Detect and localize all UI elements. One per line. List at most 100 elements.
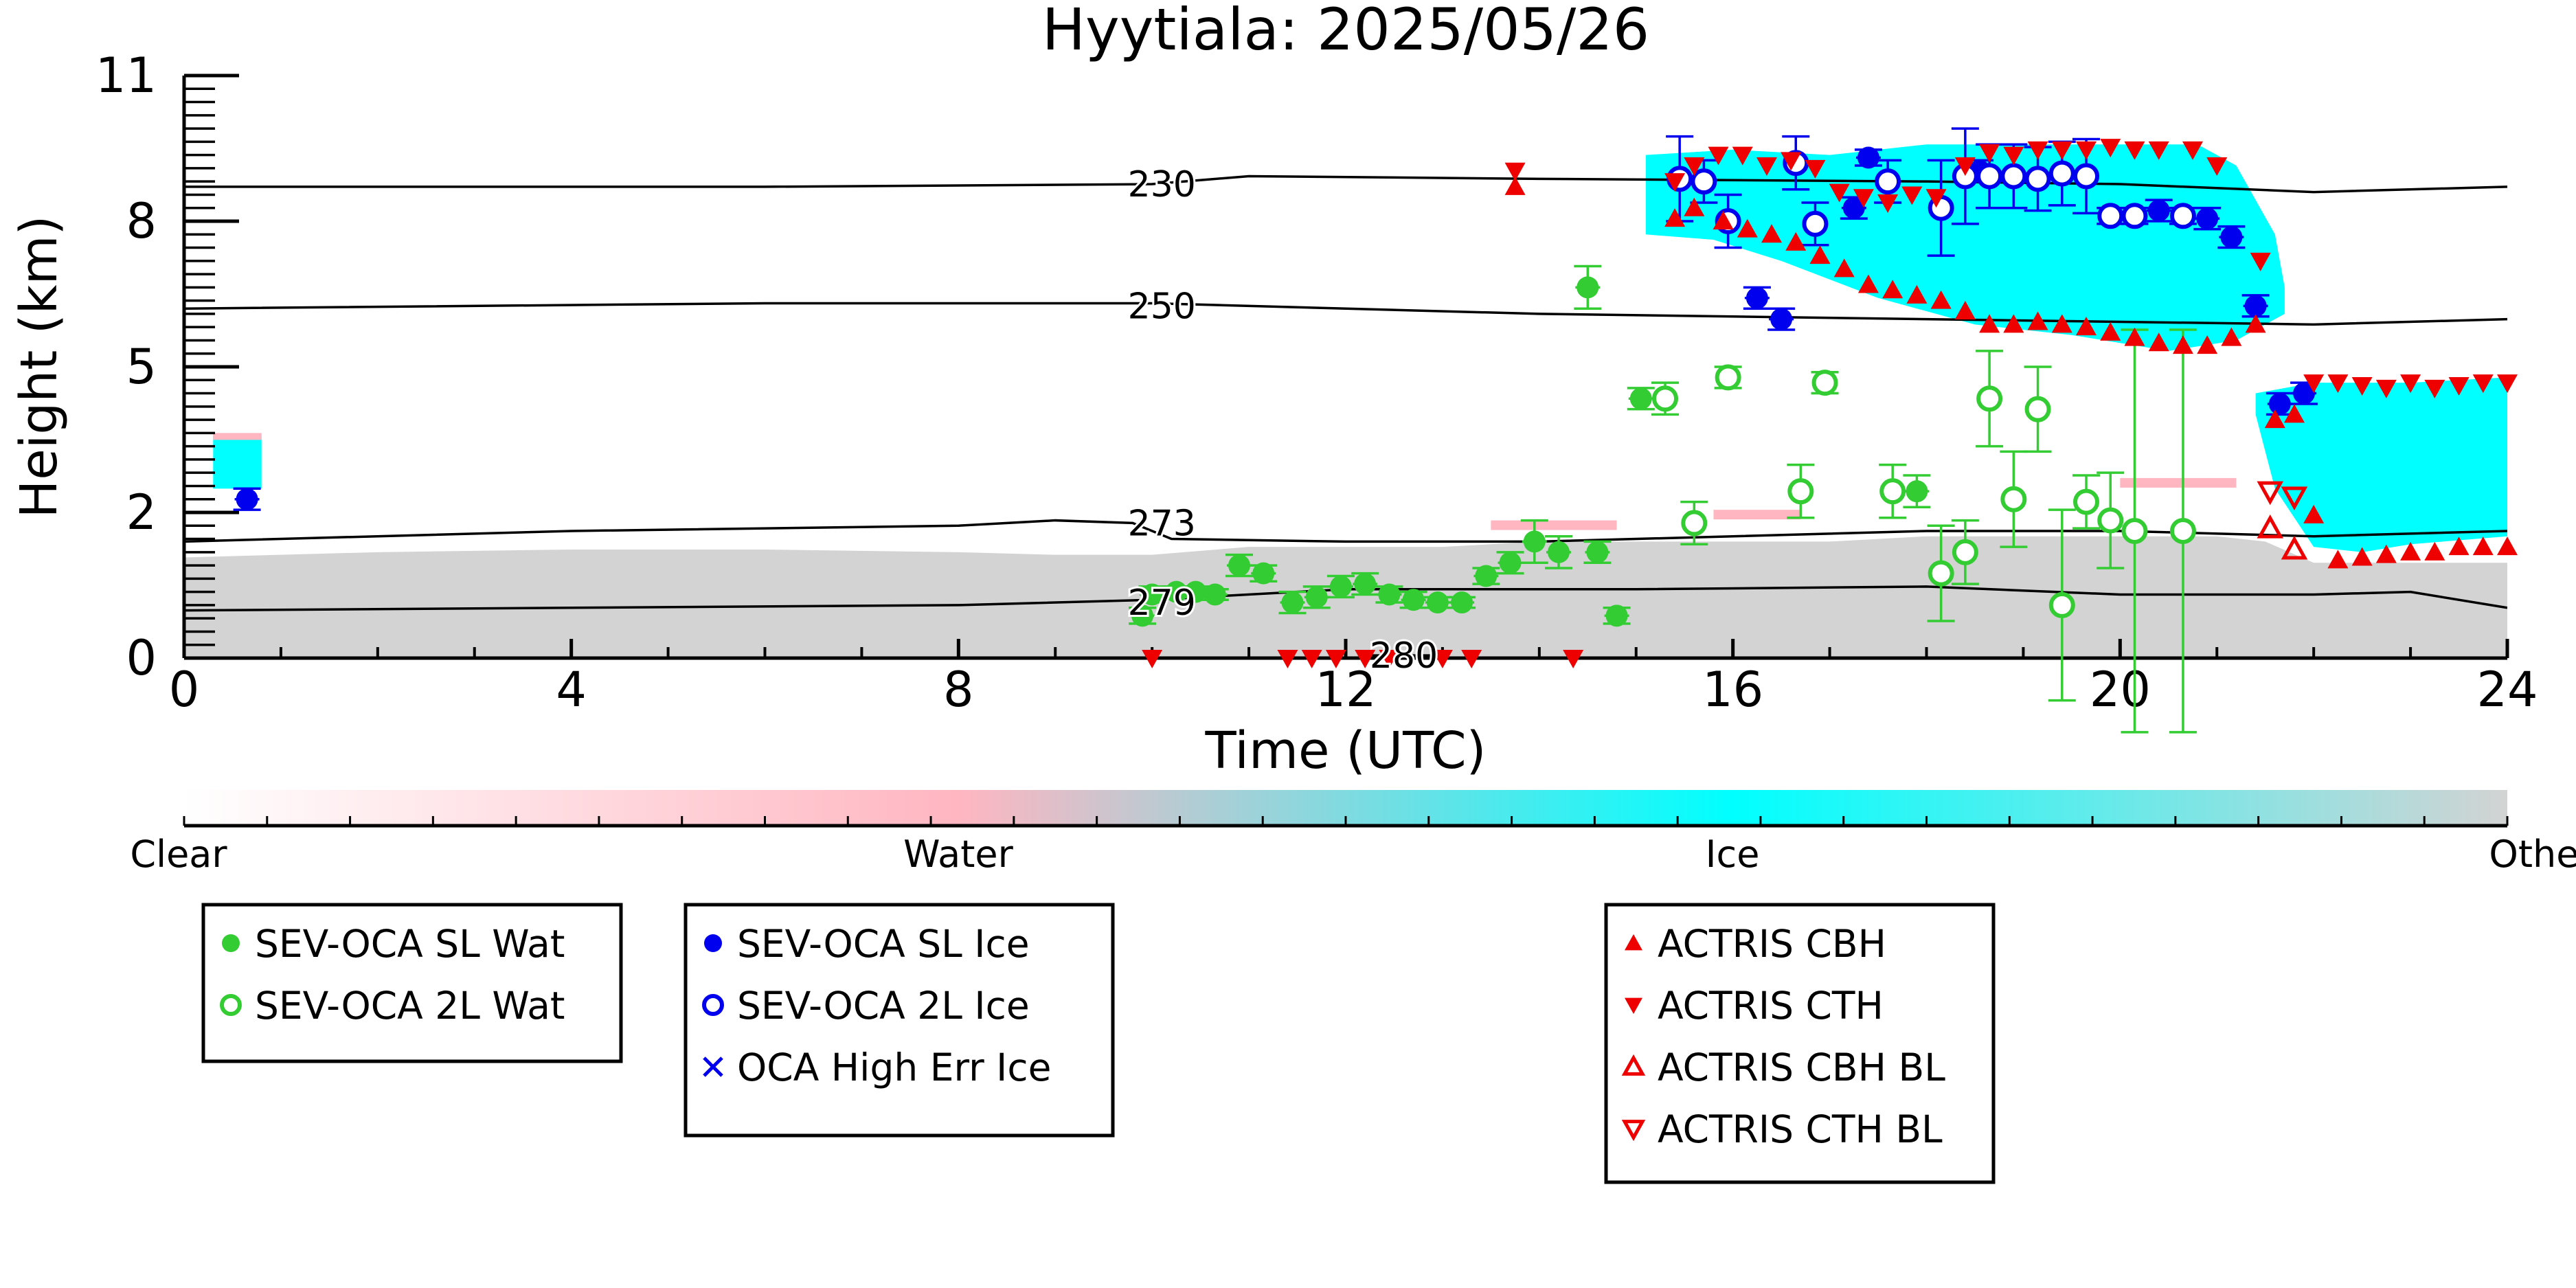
point-actris-cth xyxy=(2327,374,2349,394)
point-actris-cth-bl xyxy=(2281,486,2308,511)
legend-label: ACTRIS CTH BL xyxy=(1658,1107,1943,1151)
point-actris-cth xyxy=(2003,146,2024,166)
point-sev-oca-2l-wat xyxy=(2024,396,2051,422)
point-actris-cth xyxy=(1925,189,1947,208)
point-actris-cth xyxy=(2472,374,2494,394)
legend-marker xyxy=(1621,1120,1646,1142)
point-actris-cbh xyxy=(1930,290,1952,309)
point-actris-cth xyxy=(2206,157,2228,177)
point-actris-cbh xyxy=(2124,327,2145,346)
series-actris-cth-bl xyxy=(2257,481,2308,511)
legend-box-3: ACTRIS CBH ACTRIS CTH ACTRIS CBH BL ACTRIS … xyxy=(1604,903,1996,1184)
point-actris-cbh xyxy=(2245,314,2266,333)
point-sev-oca-2l-wat xyxy=(1652,385,1679,412)
point-actris-cbh xyxy=(2283,404,2305,423)
series-sev-oca-sl-wat xyxy=(1129,264,1931,627)
point-actris-cth xyxy=(1732,146,1753,166)
point-actris-cbh xyxy=(1713,211,1734,229)
point-sev-oca-sl-wat xyxy=(1523,530,1546,553)
series-actris-cbh-bl xyxy=(2257,514,2308,560)
point-actris-cth xyxy=(1379,650,1400,668)
point-sev-oca-sl-ice xyxy=(2196,207,2219,230)
point-actris-cbh xyxy=(1954,301,1976,320)
x-axis-label: Time (UTC) xyxy=(1204,721,1486,780)
point-sev-oca-sl-wat xyxy=(1629,387,1652,410)
point-actris-cbh xyxy=(2172,335,2193,354)
legend-label: SEV-OCA SL Wat xyxy=(255,922,565,966)
point-sev-oca-sl-ice xyxy=(2244,295,2267,317)
point-sev-oca-sl-wat xyxy=(1228,554,1250,577)
point-sev-oca-2l-wat xyxy=(1811,370,1838,396)
point-actris-cth xyxy=(2051,141,2072,160)
point-actris-cth xyxy=(1504,162,1526,181)
legend-marker xyxy=(222,934,240,952)
isotherm-line-250 xyxy=(184,302,2507,326)
point-actris-cbh xyxy=(1684,197,1705,216)
point-sev-oca-sl-ice xyxy=(1857,146,1879,169)
point-sev-oca-sl-ice xyxy=(1770,308,1793,330)
point-sev-oca-sl-ice xyxy=(1745,286,1768,309)
point-actris-cth xyxy=(1756,157,1777,177)
point-actris-cth xyxy=(2351,376,2373,396)
legend-marker xyxy=(1625,934,1642,951)
point-actris-cbh xyxy=(2497,536,2518,556)
point-sev-oca-2l-wat xyxy=(1715,364,1741,391)
point-sev-oca-sl-ice xyxy=(1842,196,1865,219)
y-tick-label-0: 0 xyxy=(126,630,157,686)
point-actris-cbh xyxy=(2027,311,2048,330)
point-actris-cth xyxy=(1664,173,1686,192)
point-actris-cth xyxy=(1781,152,1802,171)
isotherm-label-279: 279 xyxy=(1128,583,1196,624)
legend-marker xyxy=(704,934,722,952)
point-actris-cbh xyxy=(2448,536,2470,556)
legend-marker xyxy=(703,1057,723,1077)
point-actris-cbh xyxy=(1761,224,1783,243)
point-actris-cbh xyxy=(1857,274,1879,293)
point-sev-oca-2l-wat xyxy=(1879,478,1906,505)
x-tick-label-16: 16 xyxy=(1702,662,1763,718)
point-actris-cth xyxy=(1301,650,1322,668)
point-sev-oca-sl-wat xyxy=(1204,583,1226,606)
legend-label: ACTRIS CBH xyxy=(1658,922,1886,966)
series-sev-oca-sl-ice xyxy=(233,146,2318,511)
point-sev-oca-2l-wat xyxy=(1787,478,1814,505)
colorbar-label-ice: Ice xyxy=(1706,833,1760,876)
point-actris-cth xyxy=(1708,146,1729,166)
point-sev-oca-2l-ice xyxy=(2073,163,2100,190)
isotherm-lines xyxy=(184,174,2507,657)
point-actris-cbh-bl xyxy=(2257,514,2284,539)
point-sev-oca-2l-ice xyxy=(2000,163,2027,190)
point-sev-oca-sl-wat xyxy=(1131,605,1154,627)
point-actris-cbh xyxy=(2003,314,2024,333)
point-actris-cbh xyxy=(2327,550,2349,569)
point-sev-oca-2l-wat xyxy=(2169,517,2196,544)
point-sev-oca-sl-wat xyxy=(1378,583,1401,606)
point-actris-cth xyxy=(2497,374,2518,394)
point-sev-oca-sl-ice xyxy=(2220,226,2243,249)
point-sev-oca-2l-wat xyxy=(1976,385,2003,412)
bg-water-early xyxy=(213,433,262,440)
point-actris-cbh xyxy=(2351,547,2373,566)
legend-marker-stroke-b xyxy=(703,1057,723,1077)
point-actris-cth xyxy=(1563,650,1584,668)
point-sev-oca-sl-wat xyxy=(1305,586,1328,609)
legend-frame xyxy=(683,903,1115,1138)
bg-ice-upper xyxy=(1645,144,2285,351)
point-actris-cbh xyxy=(2400,541,2421,561)
point-actris-cbh xyxy=(1882,280,1903,299)
colorbar-label-water: Water xyxy=(903,833,1013,876)
isotherm-label-230: 230 xyxy=(1128,164,1196,205)
bg-water-patch-0 xyxy=(1491,520,1617,530)
point-actris-cth xyxy=(1432,650,1453,668)
point-actris-cth xyxy=(1355,650,1376,668)
isotherm-label-250: 250 xyxy=(1128,286,1196,327)
legend-label: SEV-OCA SL Ice xyxy=(737,922,1030,966)
x-tick-label-20: 20 xyxy=(2090,662,2151,718)
bg-ice-lower xyxy=(2255,377,2507,552)
point-sev-oca-2l-wat xyxy=(1681,510,1708,536)
point-sev-oca-sl-wat xyxy=(1281,591,1304,614)
point-actris-cbh xyxy=(1979,314,2000,333)
point-sev-oca-2l-ice xyxy=(2097,203,2124,229)
point-actris-cth xyxy=(2375,379,2397,398)
